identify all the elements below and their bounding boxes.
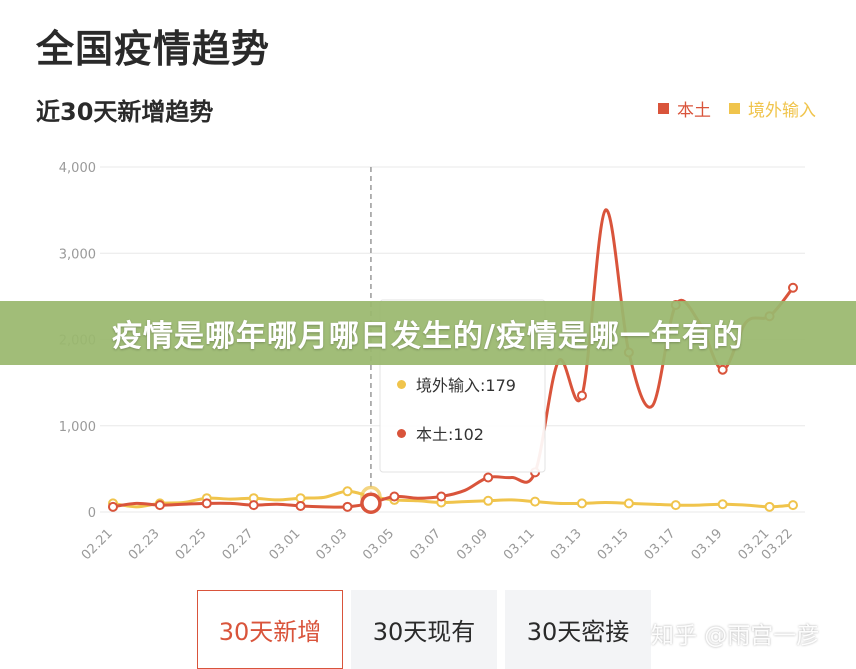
tooltip-imported-dot <box>397 379 406 389</box>
x-tick-label: 03.19 <box>689 526 726 563</box>
legend-label-local: 本土 <box>677 101 711 121</box>
x-tick-label: 03.03 <box>313 526 350 563</box>
data-point-local <box>201 498 212 509</box>
x-tick-label: 03.13 <box>548 526 585 563</box>
legend-item-imported[interactable]: 境外输入 <box>729 96 816 121</box>
data-point-imported <box>764 501 775 512</box>
tab-30-day-new[interactable]: 30天新增 <box>197 590 343 669</box>
y-tick-label: 4,000 <box>59 161 96 176</box>
tab-30-day-contacts[interactable]: 30天密接 <box>505 590 651 669</box>
data-point-imported <box>623 498 634 509</box>
tooltip-imported: 境外输入:179 <box>397 372 516 396</box>
x-tick-label: 03.01 <box>266 526 303 563</box>
data-point-local <box>389 491 400 502</box>
data-point-local <box>108 501 118 512</box>
data-point-local <box>248 500 259 511</box>
legend-item-local[interactable]: 本土 <box>658 96 711 121</box>
legend-swatch-local <box>658 103 669 114</box>
data-point-local <box>295 500 306 511</box>
page-title: 全国疫情趋势 <box>36 27 271 71</box>
data-point-local <box>483 472 494 483</box>
article-title-banner: 疫情是哪年哪月哪日发生的/疫情是哪一年有的 <box>0 301 856 365</box>
data-point-imported <box>342 486 353 497</box>
data-point-imported <box>670 500 681 511</box>
data-point-imported <box>576 498 587 509</box>
x-tick-label: 03.11 <box>501 526 538 563</box>
x-tick-label: 03.05 <box>360 526 397 563</box>
x-tick-label: 02.25 <box>173 526 210 563</box>
tab-bar: 30天新增 30天现有 30天密接 <box>197 590 651 669</box>
y-tick-label: 3,000 <box>59 247 96 262</box>
x-tick-label: 03.15 <box>595 526 632 563</box>
data-point-local <box>717 364 728 375</box>
data-point-imported <box>483 495 494 506</box>
chart-legend: 本土 境外输入 <box>658 96 816 121</box>
highlight-point-local <box>360 492 382 514</box>
tooltip-imported-text: 境外输入:179 <box>416 376 516 395</box>
tab-30-day-current[interactable]: 30天现有 <box>351 590 497 669</box>
data-point-local <box>154 500 165 511</box>
tooltip-local-dot <box>397 428 406 438</box>
data-point-local <box>576 390 587 401</box>
x-tick-label: 03.17 <box>642 526 679 563</box>
tooltip-local-text: 本土:102 <box>416 425 484 444</box>
data-point-imported <box>788 500 798 511</box>
x-tick-label: 02.23 <box>126 526 163 563</box>
x-tick-label: 03.07 <box>407 526 444 563</box>
data-point-local <box>342 501 353 512</box>
chart-subtitle: 近30天新增趋势 <box>36 98 214 126</box>
x-tick-label: 03.09 <box>454 526 491 563</box>
watermark: 知乎 @雨宫一彦 <box>651 623 820 649</box>
banner-text: 疫情是哪年哪月哪日发生的/疫情是哪一年有的 <box>112 319 744 354</box>
y-tick-label: 1,000 <box>59 420 96 435</box>
x-tick-label: 02.21 <box>79 526 116 563</box>
data-point-local <box>788 282 798 293</box>
tooltip-local: 本土:102 <box>397 421 484 445</box>
x-tick-label: 02.27 <box>220 526 257 563</box>
y-tick-label: 0 <box>88 506 96 521</box>
data-point-imported <box>717 499 728 510</box>
data-point-imported <box>530 496 541 507</box>
legend-swatch-imported <box>729 103 740 114</box>
legend-label-imported: 境外输入 <box>748 101 816 121</box>
data-point-local <box>436 491 447 502</box>
